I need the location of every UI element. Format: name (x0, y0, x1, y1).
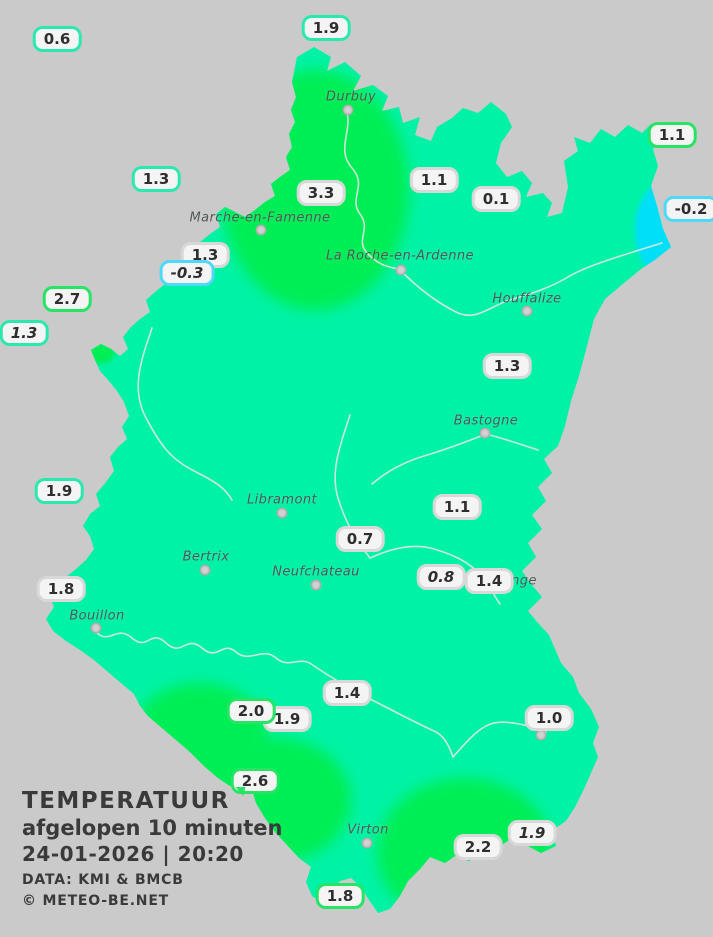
temp-badge: 1.8 (36, 576, 86, 602)
city-label: Bouillon (69, 608, 125, 624)
temp-badge: 1.9 (507, 820, 557, 846)
temp-badge: 1.8 (315, 883, 365, 909)
warm-patch-west-spur (81, 340, 115, 364)
temp-badge: 0.7 (335, 526, 385, 552)
city-dot (310, 579, 322, 591)
city-dot (276, 507, 288, 519)
city-dot (395, 264, 407, 276)
temp-badge: 2.2 (453, 834, 503, 860)
temp-badge: 1.1 (432, 494, 482, 520)
cold-patch-east (635, 184, 671, 276)
city-label: Neufchateau (272, 564, 360, 580)
temp-badge: 0.8 (416, 564, 466, 590)
city-dot (342, 104, 354, 116)
city-dot (199, 564, 211, 576)
temp-badge: 2.6 (230, 768, 280, 794)
city-dot (521, 305, 533, 317)
title-block: TEMPERATUUR afgelopen 10 minuten 24-01-2… (22, 788, 283, 912)
temp-badge: 3.3 (296, 180, 346, 206)
temp-badge: 1.0 (524, 705, 574, 731)
city-label: Marche-en-Famenne (189, 210, 331, 226)
city-label: Virton (347, 822, 389, 838)
temp-badge: 2.0 (226, 698, 276, 724)
temp-badge: 1.9 (301, 15, 351, 41)
datetime: 24-01-2026 | 20:20 (22, 842, 244, 866)
city-label: nge (511, 573, 537, 589)
city-dot (479, 427, 491, 439)
city-dot (535, 729, 547, 741)
subtitle: afgelopen 10 minuten (22, 816, 283, 840)
page-title: TEMPERATUUR (22, 788, 230, 814)
temp-badge: 1.3 (131, 166, 181, 192)
temp-badge: 1.3 (482, 353, 532, 379)
temp-badge: 2.7 (42, 286, 92, 312)
temp-badge: 1.4 (464, 568, 514, 594)
city-dot (255, 224, 267, 236)
city-label: Durbuy (325, 89, 377, 105)
temp-badge: 1.1 (409, 167, 459, 193)
temp-badge: -0.2 (663, 196, 713, 222)
city-label: Houffalize (492, 291, 562, 307)
temp-badge: 1.4 (322, 680, 372, 706)
city-label: Bertrix (182, 549, 230, 565)
data-source: DATA: KMI & BMCB (22, 872, 184, 888)
city-label: Libramont (247, 492, 317, 508)
city-label: La Roche-en-Ardenne (326, 248, 474, 264)
city-dot (361, 837, 373, 849)
city-label: Bastogne (453, 413, 519, 429)
temp-badge: 0.1 (471, 186, 521, 212)
copyright: © METEO-BE.NET (22, 893, 170, 909)
city-dot (90, 622, 102, 634)
temp-badge: -0.3 (159, 260, 215, 286)
temp-badge: 1.1 (647, 122, 697, 148)
temp-badge: 1.3 (0, 320, 49, 346)
temp-badge: 1.9 (34, 478, 84, 504)
temp-badge: 0.6 (32, 26, 82, 52)
